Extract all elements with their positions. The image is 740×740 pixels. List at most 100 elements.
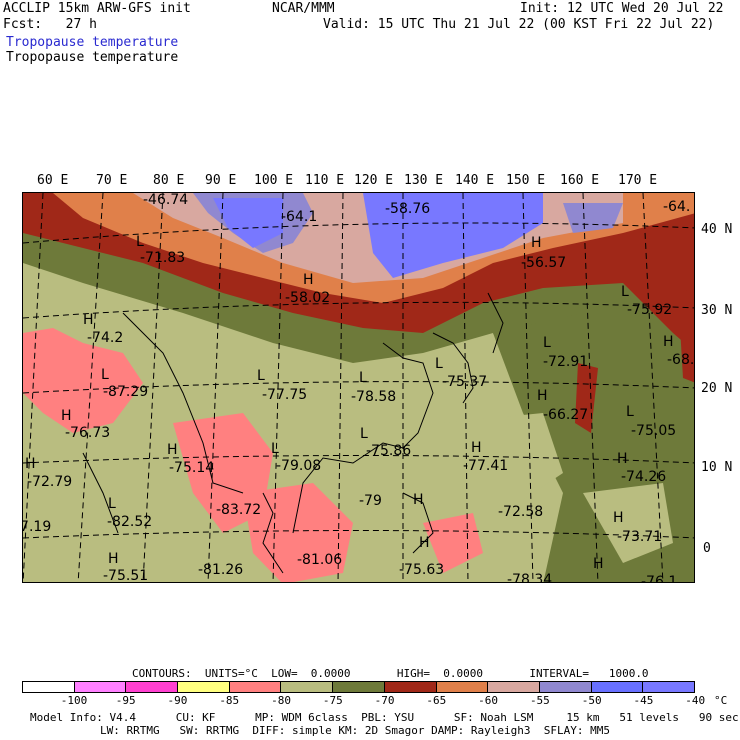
contour-value-label: -58.76 — [385, 201, 431, 217]
init-time: Init: 12 UTC Wed 20 Jul 22 — [520, 1, 724, 16]
high-marker: H — [167, 442, 178, 458]
contour-value-label: -75.92 — [627, 302, 673, 318]
legend-tick-label: -95 — [115, 694, 136, 707]
contour-value-label: -81.26 — [198, 562, 244, 578]
lon-label: 160 E — [560, 173, 600, 188]
legend-tick-label: -80 — [271, 694, 291, 707]
lat-label: 40 N — [701, 222, 733, 237]
contour-value-label: -77.41 — [463, 458, 509, 474]
model-title: ACCLIP 15km ARW-GFS init — [3, 1, 191, 16]
legend-swatch — [23, 682, 75, 692]
field-title-black: Tropopause temperature — [6, 50, 179, 65]
contour-value-label: -66.27 — [543, 407, 589, 423]
legend-swatch — [126, 682, 179, 692]
legend-swatch — [643, 682, 694, 692]
contour-value-label: -87.29 — [103, 384, 149, 400]
legend-swatch — [74, 682, 127, 692]
legend-swatch — [539, 682, 592, 692]
low-marker: L — [626, 404, 634, 420]
contour-value-label: -75.51 — [103, 568, 149, 583]
model-info-line2: LW: RRTMG SW: RRTMG DIFF: simple KM: 2D … — [100, 724, 610, 737]
high-marker: H — [531, 235, 542, 251]
contour-value-label: -81.06 — [297, 552, 343, 568]
high-marker: H — [537, 388, 548, 404]
legend-swatch — [178, 682, 230, 692]
model-info-line1: Model Info: V4.4 CU: KF MP: WDM 6class P… — [30, 711, 739, 724]
lon-label: 100 E — [254, 173, 294, 188]
lon-label: 110 E — [305, 173, 345, 188]
contour-value-label: -75.37 — [442, 374, 488, 390]
contour-value-label: -77.75 — [262, 387, 308, 403]
contour-value-label: -75.86 — [366, 443, 412, 459]
contour-value-label: -64.1 — [281, 209, 318, 225]
field-title-blue: Tropopause temperature — [6, 35, 179, 50]
legend-tick-label: -75 — [322, 694, 343, 707]
legend-tick-label: -70 — [374, 694, 395, 707]
high-marker: H — [613, 510, 624, 526]
contour-value-label: -74.2 — [87, 330, 124, 346]
low-marker: L — [359, 370, 367, 386]
low-marker: L — [621, 284, 629, 300]
low-marker: L — [101, 367, 109, 383]
legend-swatch — [488, 682, 540, 692]
lon-label: 80 E — [153, 173, 185, 188]
low-marker: L — [360, 426, 368, 442]
lon-label: 140 E — [455, 173, 495, 188]
legend-tick-label: -50 — [581, 694, 602, 707]
contour-value-label: -78.34 — [507, 572, 553, 583]
forecast-hour: Fcst: 27 h — [3, 17, 97, 32]
legend-tick-label: -40 — [685, 694, 706, 707]
contour-value-label: -56.57 — [521, 255, 567, 271]
low-marker: L — [271, 441, 279, 457]
contour-value-label: -58.02 — [285, 290, 331, 306]
contour-value-label: -73.71 — [617, 529, 663, 545]
contour-value-label: -82.52 — [107, 514, 153, 530]
contour-value-label: -79.08 — [276, 458, 322, 474]
legend-tick-label: -85 — [219, 694, 240, 707]
high-marker: H — [413, 492, 424, 508]
legend-swatch — [281, 682, 334, 692]
high-marker: H — [108, 551, 119, 567]
lon-label: 90 E — [205, 173, 237, 188]
contour-value-label: -75.14 — [169, 460, 215, 476]
legend-tick-label: -100 — [60, 694, 88, 707]
center-label: NCAR/MMM — [272, 1, 335, 16]
contour-value-label: -72.91 — [543, 354, 589, 370]
legend-swatch — [229, 682, 282, 692]
tropopause-temperature-map: -46.74 -64.1 -58.76 -64. L -71.83 H -56.57 H -58.… — [22, 192, 695, 583]
lat-label: 20 N — [701, 381, 733, 396]
legend-tick-label: -65 — [426, 694, 447, 707]
low-marker: L — [543, 335, 551, 351]
low-marker: L — [108, 496, 116, 512]
contour-value-label: -76.1 — [641, 574, 678, 583]
lat-label: 30 N — [701, 303, 733, 318]
lon-label: 150 E — [506, 173, 546, 188]
lon-label: 70 E — [96, 173, 128, 188]
contour-value-label: -75.05 — [631, 423, 677, 439]
high-marker: H — [593, 556, 604, 572]
high-marker: H — [471, 440, 482, 456]
high-marker: H — [303, 272, 314, 288]
contour-value-label: -76.73 — [65, 425, 111, 441]
high-marker: H — [617, 451, 628, 467]
contour-value-label: -7.19 — [23, 519, 52, 535]
high-marker: H — [419, 535, 430, 551]
legend-tick-label: -60 — [478, 694, 499, 707]
lon-label: 120 E — [354, 173, 394, 188]
lon-label: 130 E — [404, 173, 444, 188]
low-marker: L — [435, 356, 443, 372]
contour-value-label: -71.83 — [140, 250, 186, 266]
legend-swatch — [436, 682, 489, 692]
contour-value-label: -72.58 — [498, 504, 544, 520]
contour-value-label: -72.79 — [27, 474, 73, 490]
lat-label: 0 — [703, 541, 711, 556]
high-marker: H — [61, 408, 72, 424]
contour-value-label: -64. — [663, 199, 691, 215]
low-marker: L — [136, 234, 144, 250]
contour-value-label: -68. — [667, 352, 695, 368]
legend-swatch — [333, 682, 385, 692]
contours-info: CONTOURS: UNITS=°C LOW= 0.0000 HIGH= 0.0… — [132, 667, 649, 680]
lon-label: 60 E — [37, 173, 69, 188]
low-marker: L — [257, 368, 265, 384]
legend-tick-label: -55 — [529, 694, 550, 707]
